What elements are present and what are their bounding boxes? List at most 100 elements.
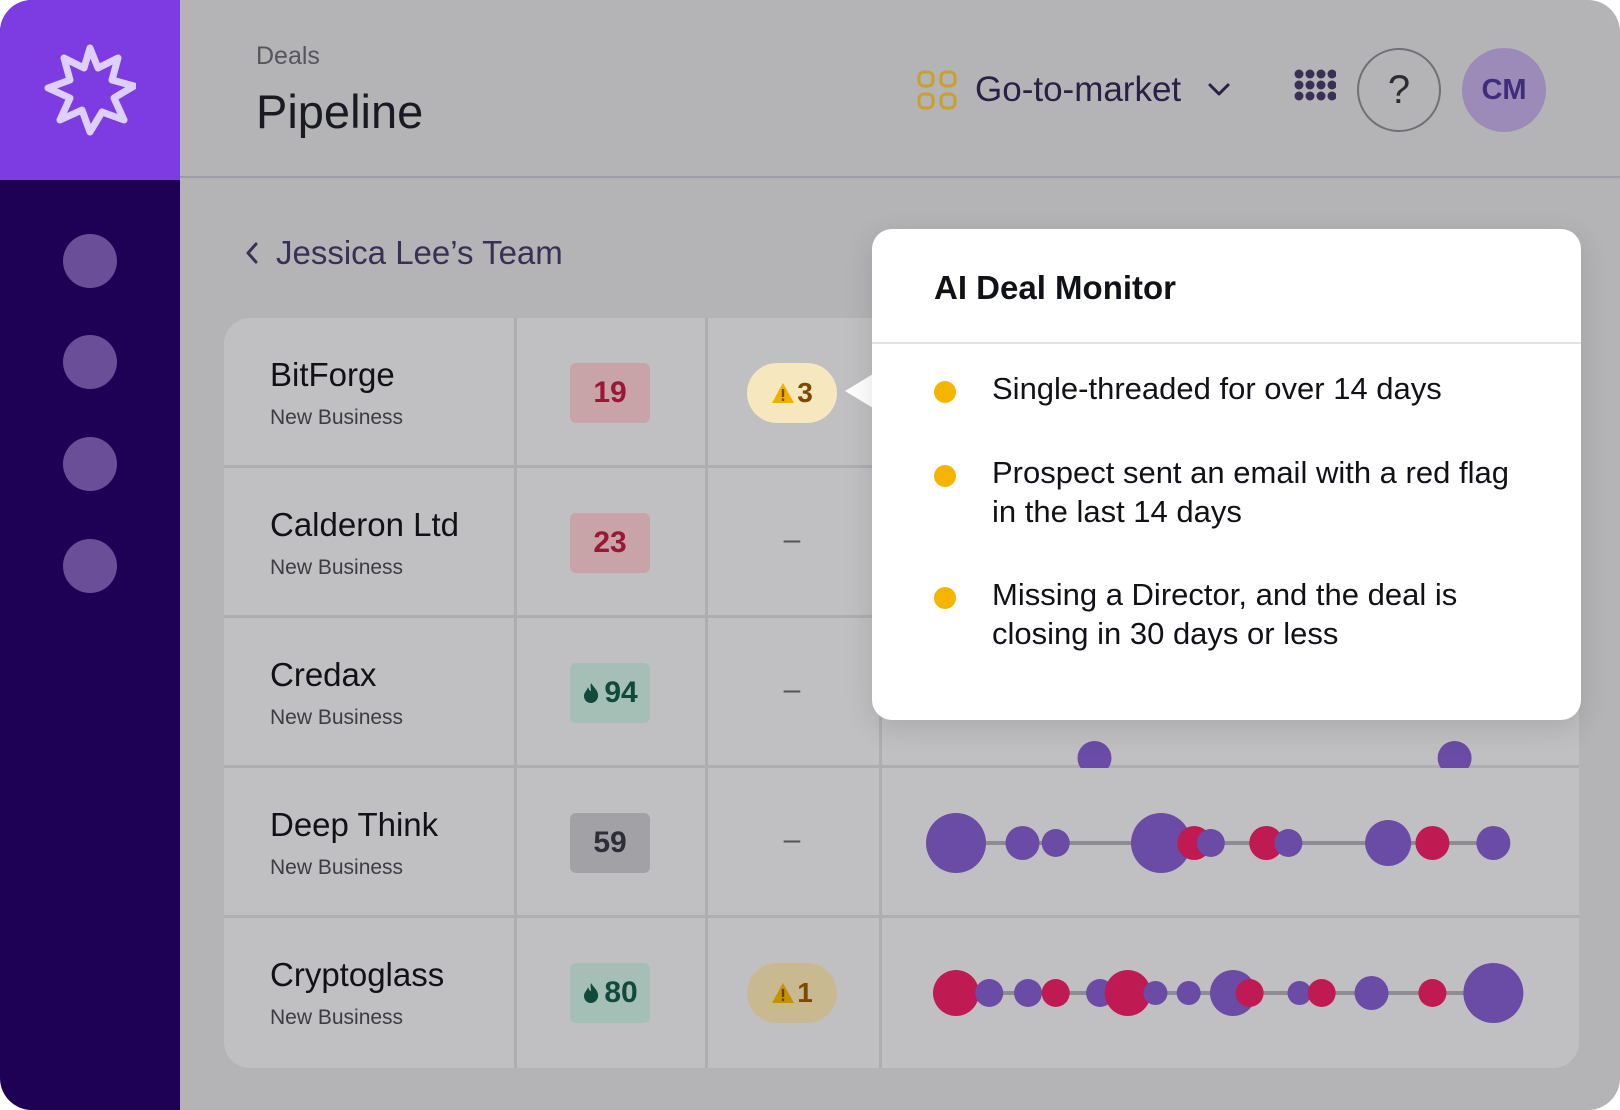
activity-bubble[interactable]: [933, 970, 979, 1016]
popover-pointer: [845, 374, 873, 408]
flame-icon: [584, 983, 599, 1003]
burst-logo-icon: [44, 44, 136, 136]
activity-bubble[interactable]: [1041, 829, 1070, 857]
activity-bubble[interactable]: [1104, 970, 1151, 1016]
timeline-chart: [1077, 741, 1472, 775]
nav-item-3[interactable]: [63, 437, 117, 491]
column-divider: [705, 318, 708, 1068]
activity-bubble[interactable]: [1005, 826, 1040, 860]
app-logo[interactable]: [0, 0, 180, 180]
deal-name[interactable]: Deep Think: [270, 806, 439, 843]
activity-timeline: [880, 918, 1579, 1068]
deal-row-deep-think[interactable]: Deep Think New Business 59 –: [224, 768, 1579, 918]
timeline-chart: [926, 813, 1511, 873]
warning-icon: [772, 983, 795, 1003]
activity-bubble[interactable]: [1143, 981, 1168, 1005]
activity-bubble[interactable]: [1287, 981, 1312, 1005]
deal-name[interactable]: BitForge: [270, 356, 395, 393]
activity-bubble[interactable]: [1307, 979, 1336, 1007]
chevron-down-icon: [1208, 83, 1230, 96]
activity-bubble[interactable]: [975, 979, 1004, 1007]
deal-row-cryptoglass[interactable]: Cryptoglass New Business 80 1: [224, 918, 1579, 1068]
column-divider: [514, 318, 517, 1068]
popover-divider: [872, 342, 1581, 344]
risk-empty: –: [783, 523, 801, 556]
deal-type: New Business: [270, 856, 404, 879]
activity-bubble[interactable]: [1476, 826, 1511, 860]
sidebar: [0, 0, 180, 1110]
risk-empty: –: [783, 823, 801, 856]
risk-item: Missing a Director, and the deal is clos…: [934, 575, 1512, 653]
deal-score-value: 94: [604, 676, 638, 709]
page-header: Deals Pipeline Go-to-market ? CM: [180, 0, 1620, 178]
deal-row-credax[interactable]: Credax New Business 94 –: [224, 618, 1579, 775]
nav-item-4[interactable]: [63, 539, 117, 593]
deal-name[interactable]: Credax: [270, 656, 377, 693]
nav-item-1[interactable]: [63, 234, 117, 288]
flame-icon: [584, 683, 599, 703]
risk-text: Prospect sent an email with a red flag i…: [992, 455, 1509, 529]
warning-icon: [772, 383, 795, 403]
activity-bubble[interactable]: [1014, 979, 1043, 1007]
risk-empty: –: [783, 673, 801, 706]
risk-text: Missing a Director, and the deal is clos…: [992, 577, 1458, 651]
nav-item-2[interactable]: [63, 335, 117, 389]
deal-type: New Business: [270, 1006, 404, 1029]
deal-score-badge: 23: [570, 513, 650, 573]
activity-timeline: [880, 768, 1579, 918]
team-back-link[interactable]: Jessica Lee’s Team: [244, 234, 563, 272]
activity-bubble[interactable]: [1196, 829, 1225, 857]
activity-bubble[interactable]: [1415, 826, 1450, 860]
deal-type: New Business: [270, 556, 404, 579]
risk-count-pill[interactable]: 1: [747, 963, 837, 1023]
deal-score-value: 19: [593, 376, 627, 409]
activity-bubble[interactable]: [926, 813, 986, 873]
activity-bubble[interactable]: [1354, 976, 1389, 1010]
help-button[interactable]: ?: [1357, 48, 1441, 132]
activity-bubble[interactable]: [1418, 979, 1447, 1007]
deal-score-badge: 59: [570, 813, 650, 873]
activity-bubble[interactable]: [1235, 979, 1264, 1007]
risk-bullet-icon: [934, 587, 956, 609]
activity-bubble[interactable]: [1077, 741, 1112, 775]
popover-title: AI Deal Monitor: [934, 269, 1177, 306]
risk-bullet-icon: [934, 381, 956, 403]
chevron-left-icon: [246, 242, 258, 264]
deal-score-badge: 94: [570, 663, 650, 723]
deal-name[interactable]: Calderon Ltd: [270, 506, 459, 543]
activity-timeline: [880, 618, 1579, 775]
deal-score-badge: 80: [570, 963, 650, 1023]
activity-bubble[interactable]: [1130, 813, 1191, 873]
activity-bubble[interactable]: [1365, 820, 1412, 866]
workspace-switcher[interactable]: Go-to-market: [917, 66, 1231, 114]
risk-item: Single-threaded for over 14 days: [934, 369, 1512, 408]
risk-count-pill[interactable]: 3: [747, 363, 837, 423]
risk-text: Single-threaded for over 14 days: [992, 371, 1442, 406]
deal-type: New Business: [270, 706, 404, 729]
deal-type: New Business: [270, 406, 404, 429]
activity-bubble[interactable]: [1274, 829, 1303, 857]
risk-bullet-icon: [934, 465, 956, 487]
risk-count-value: 1: [797, 977, 813, 1008]
deal-name[interactable]: Cryptoglass: [270, 956, 445, 993]
activity-bubble[interactable]: [1463, 963, 1524, 1023]
user-avatar[interactable]: CM: [1462, 48, 1546, 132]
deal-score-badge: 19: [570, 363, 650, 423]
page-title: Pipeline: [256, 85, 424, 138]
workspace-label: Go-to-market: [975, 70, 1182, 109]
activity-bubble[interactable]: [1041, 979, 1070, 1007]
deal-score-value: 23: [593, 526, 627, 559]
risk-count-value: 3: [797, 377, 813, 408]
team-label: Jessica Lee’s Team: [276, 234, 563, 271]
workspace-grid-icon: [917, 70, 957, 110]
activity-bubble[interactable]: [1176, 981, 1201, 1005]
apps-grid-icon[interactable]: [1294, 69, 1336, 111]
activity-bubble[interactable]: [1437, 741, 1472, 775]
breadcrumb[interactable]: Deals: [256, 42, 320, 70]
deal-score-value: 80: [604, 976, 638, 1009]
ai-deal-monitor-popover: AI Deal Monitor Single-threaded for over…: [872, 229, 1581, 720]
activity-bubble[interactable]: [1249, 826, 1284, 860]
risk-item: Prospect sent an email with a red flag i…: [934, 453, 1512, 531]
timeline-chart: [933, 963, 1524, 1023]
